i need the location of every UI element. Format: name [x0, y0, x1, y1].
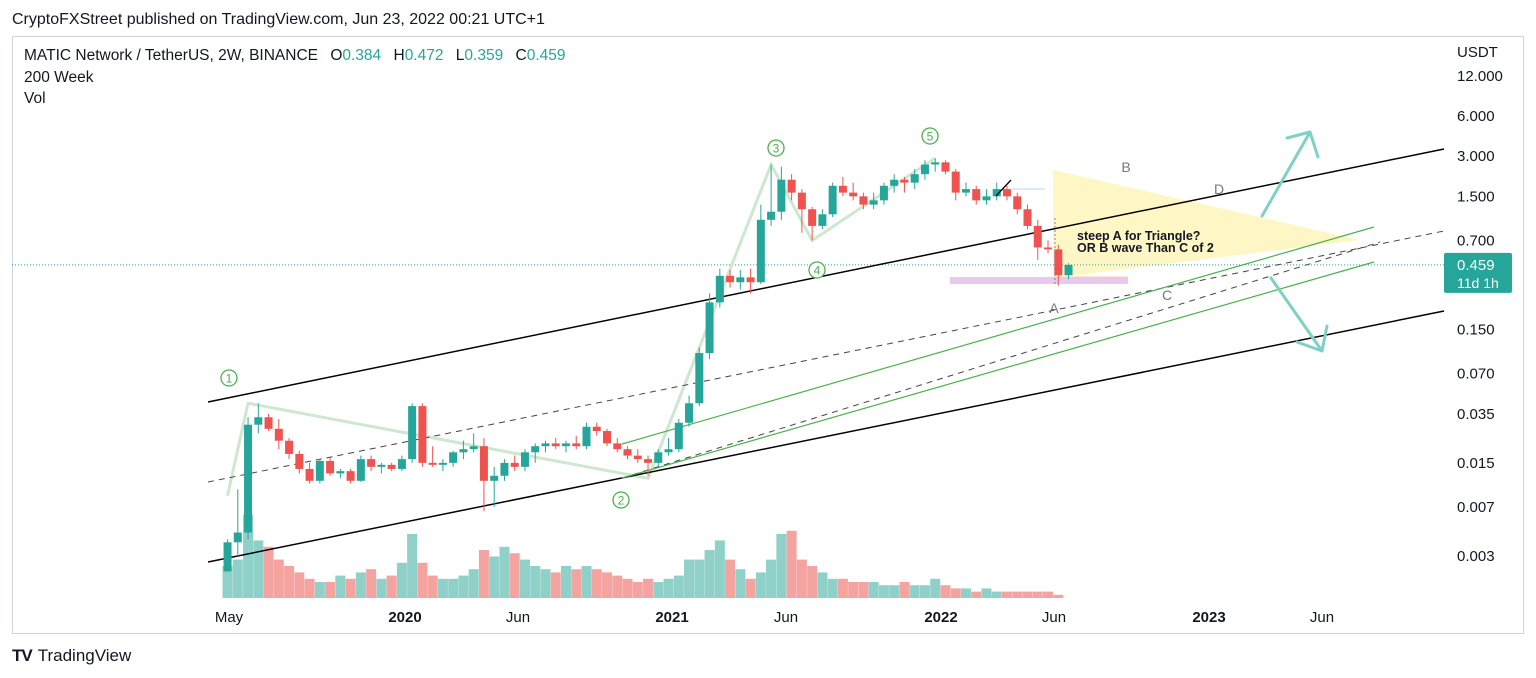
chart-legend: MATIC Network / TetherUS, 2W, BINANCE O0…: [24, 45, 566, 110]
indicator-ma200[interactable]: 200 Week: [24, 68, 94, 86]
tradingview-logo-icon[interactable]: TV: [12, 646, 33, 665]
high-label: H: [393, 47, 405, 64]
ohlc-row: MATIC Network / TetherUS, 2W, BINANCE O0…: [24, 45, 566, 67]
open-value: 0.384: [342, 47, 382, 64]
close-value: 0.459: [526, 47, 566, 64]
indicator-volume[interactable]: Vol: [24, 90, 46, 107]
symbol-label[interactable]: MATIC Network / TetherUS, 2W, BINANCE: [24, 47, 318, 64]
chart-frame: [12, 36, 1524, 634]
close-label: C: [515, 47, 527, 64]
high-value: 0.472: [404, 47, 444, 64]
low-value: 0.359: [464, 47, 504, 64]
footer: TV TradingView: [12, 646, 131, 666]
open-label: O: [330, 47, 343, 64]
publication-header: CryptoFXStreet published on TradingView.…: [12, 11, 545, 28]
low-label: L: [455, 47, 465, 64]
brand-name[interactable]: TradingView: [37, 646, 132, 665]
